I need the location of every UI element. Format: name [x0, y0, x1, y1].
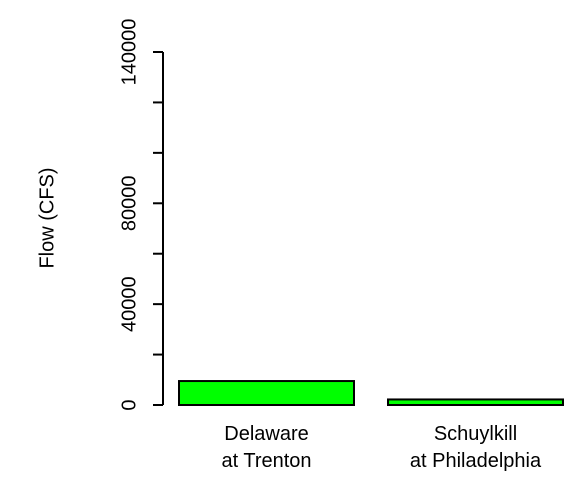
x-axis-labels: Delaware at Trenton Schuylkill at Philadelp…	[221, 423, 542, 472]
bars	[178, 380, 564, 406]
y-axis-label: Flow (CFS)	[36, 167, 58, 268]
y-tick-label: 140000	[118, 19, 140, 86]
y-tick-label: 40000	[118, 276, 140, 332]
bar	[387, 398, 564, 406]
y-axis: 0 40000 80000 140000	[118, 19, 164, 411]
category-label: Schuylkill	[434, 423, 517, 445]
bar	[178, 380, 355, 406]
category-label: Delaware	[224, 423, 308, 445]
category-label: at Philadelphia	[410, 450, 542, 472]
category-label: at Trenton	[221, 450, 311, 472]
y-tick-label: 0	[118, 399, 140, 410]
y-tick-label: 80000	[118, 175, 140, 231]
